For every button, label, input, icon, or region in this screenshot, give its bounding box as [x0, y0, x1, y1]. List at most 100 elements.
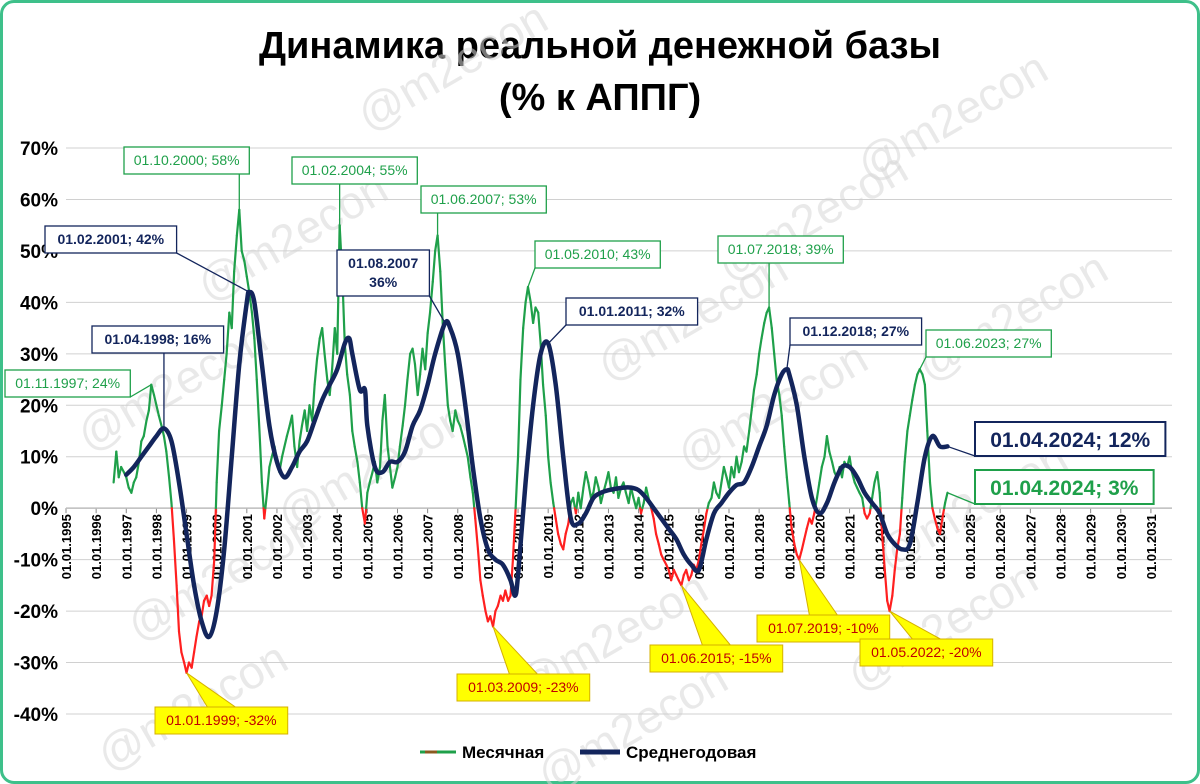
watermark-text: @m2econ	[88, 631, 296, 781]
series-monthly-segment	[913, 373, 919, 386]
annotation-max: 01.10.2000; 58%	[123, 146, 250, 210]
series-monthly-segment	[368, 471, 374, 484]
series-monthly-segment	[398, 424, 404, 448]
x-tick-label: 01.01.2025	[963, 514, 978, 579]
annotation-pointer	[492, 626, 539, 675]
series-monthly-segment	[378, 419, 384, 469]
series-monthly-segment	[923, 383, 929, 433]
series-monthly-segment	[152, 393, 158, 407]
series-monthly-segment	[185, 661, 191, 674]
series-monthly-segment	[283, 435, 288, 448]
series-monthly-segment	[213, 507, 217, 561]
series-monthly-segment	[562, 532, 567, 551]
annotation-text: 01.07.2018; 39%	[728, 241, 834, 257]
chart-title-line2: (% к АППГ)	[498, 77, 702, 119]
series-monthly-segment	[554, 517, 560, 536]
series-monthly-segment	[695, 558, 700, 572]
annotation-max: 01.12.2018; 27%	[786, 317, 923, 370]
annotation-max: 01.05.2010; 43%	[527, 240, 661, 288]
series-monthly-segment	[805, 517, 811, 530]
annotation-text: 01.12.2018; 27%	[802, 323, 909, 339]
series-monthly-segment	[142, 419, 148, 438]
annotation-max: 01.04.2024; 12%	[947, 421, 1167, 457]
x-tick-label: 01.01.2031	[1144, 514, 1159, 579]
series-monthly-segment	[810, 512, 816, 525]
annotation-text: 01.05.2010; 43%	[545, 246, 651, 262]
series-monthly-segment	[748, 409, 753, 433]
x-tick-label: 01.01.2026	[993, 514, 1008, 579]
annotation-leader	[547, 324, 567, 344]
series-monthly-segment	[192, 635, 198, 654]
series-monthly-segment	[702, 512, 708, 530]
annotation-text: 01.07.2019; -10%	[768, 620, 879, 636]
x-tick-label: 01.01.2013	[601, 514, 616, 579]
annotation-box	[974, 421, 1167, 457]
annotation-box	[44, 225, 178, 254]
series-monthly-segment	[170, 507, 175, 541]
series-monthly-segment	[155, 404, 160, 417]
annotation-max: 01.04.1998; 16%	[91, 325, 225, 429]
series-monthly-segment	[233, 234, 238, 273]
series-monthly-segment	[928, 481, 934, 510]
y-tick-label: 40%	[20, 293, 58, 314]
annotation-box	[789, 317, 923, 346]
series-monthly-segment	[130, 481, 135, 494]
y-tick-label: 10%	[20, 448, 58, 469]
annotation-text: 01.02.2001; 42%	[57, 231, 164, 247]
x-tick-label: 01.01.2020	[812, 514, 827, 579]
series-monthly-segment	[717, 481, 723, 499]
series-monthly-segment	[763, 311, 768, 325]
series-monthly-segment	[514, 455, 520, 510]
series-monthly-segment	[280, 445, 286, 458]
series-monthly-segment	[115, 450, 120, 479]
series-monthly-segment	[195, 620, 201, 638]
annotation-leader	[129, 384, 152, 398]
series-monthly-segment	[401, 404, 407, 427]
series-monthly-segment	[365, 491, 369, 510]
series-monthly-segment	[700, 527, 706, 546]
annotation-text: 01.06.2023; 27%	[936, 335, 1042, 351]
x-tick-label: 01.01.2018	[752, 514, 767, 579]
annotation-leader	[947, 492, 976, 505]
annotation-max: 01.11.1997; 24%	[4, 369, 152, 398]
series-monthly-segment	[311, 383, 316, 422]
annotation-min: 01.01.1999; -32%	[154, 672, 289, 735]
series-monthly-segment	[253, 337, 258, 381]
series-monthly-segment	[758, 337, 763, 355]
series-monthly-segment	[439, 270, 444, 325]
annotation-max: 01.08.2007 36%	[336, 249, 446, 324]
series-monthly-segment	[727, 465, 733, 489]
y-tick-label: -10%	[14, 551, 58, 572]
series-monthly-segment	[363, 507, 368, 525]
legend-label-annual: Среднегодовая	[626, 743, 756, 762]
series-monthly-segment	[321, 326, 326, 355]
series-monthly-segment	[481, 594, 487, 613]
series-monthly-segment	[491, 609, 497, 628]
series-monthly-segment	[290, 414, 296, 448]
x-tick-label: 01.01.2028	[1053, 514, 1068, 579]
series-monthly-segment	[941, 507, 946, 520]
annotation-text: 01.08.2007	[348, 255, 418, 271]
series-monthly-segment	[459, 424, 464, 438]
series-monthly-segment	[820, 455, 826, 469]
series-monthly-segment	[190, 651, 196, 669]
series-monthly-segment	[800, 537, 806, 551]
series-monthly-segment	[722, 465, 728, 479]
series-monthly-segment	[210, 558, 216, 597]
series-monthly-segment	[908, 399, 914, 417]
series-monthly-segment	[424, 332, 429, 371]
series-monthly-segment	[426, 311, 432, 335]
series-monthly-segment	[594, 476, 600, 489]
x-tick-label: 01.01.1996	[89, 514, 104, 579]
series-monthly-segment	[557, 532, 562, 546]
annotation-max: 01.02.2001; 42%	[44, 225, 250, 293]
series-monthly-segment	[215, 429, 221, 484]
series-monthly-segment	[346, 373, 351, 397]
annotation-leader	[527, 267, 536, 288]
series-monthly-segment	[522, 301, 527, 330]
series-monthly-segment	[670, 568, 675, 582]
series-monthly-segment	[436, 234, 442, 273]
series-monthly-segment	[305, 404, 311, 433]
series-monthly-segment	[607, 471, 612, 489]
